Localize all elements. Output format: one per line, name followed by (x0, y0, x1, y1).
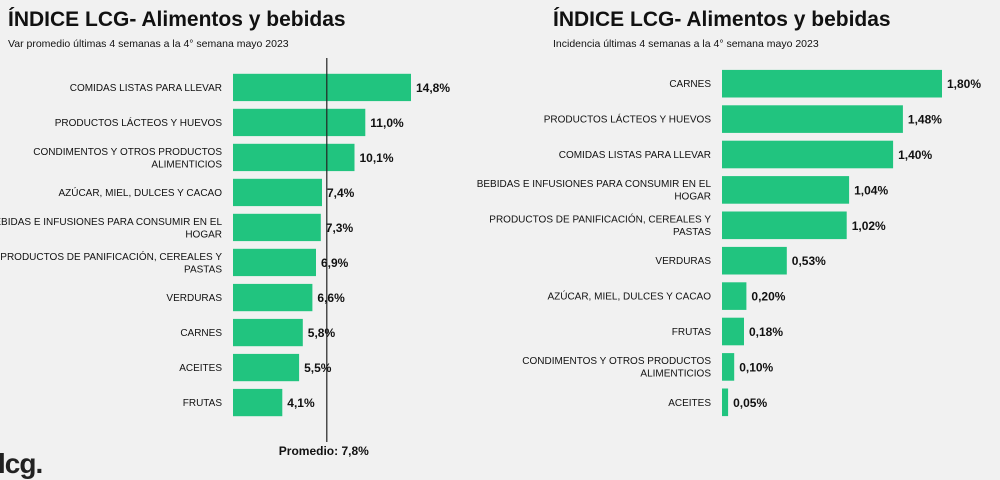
bar-2 (722, 105, 903, 133)
right-chart-title: ÍNDICE LCG- Alimentos y bebidas (553, 8, 891, 31)
bar-10 (722, 388, 729, 417)
bar-4 (233, 178, 322, 207)
category-label-4: AZÚCAR, MIEL, DULCES Y CACAO (58, 186, 222, 199)
left-chart-title: ÍNDICE LCG- Alimentos y bebidas (8, 8, 346, 31)
bar-7 (722, 282, 747, 310)
category-label-6: PRODUCTOS DE PANIFICACIÓN, CEREALES Y PAS… (0, 250, 222, 276)
category-label-8: FRUTAS (672, 327, 712, 338)
value-label-2: 1,48% (908, 113, 942, 127)
bar-10 (233, 388, 283, 417)
category-label-10: ACEITES (668, 398, 711, 409)
right-chart-subtitle: Incidencia últimas 4 semanas a la 4° sem… (553, 38, 819, 50)
bar-8 (233, 318, 303, 347)
value-label-4: 1,04% (854, 183, 888, 197)
bar-5 (233, 213, 321, 242)
category-label-1: COMIDAS LISTAS PARA LLEVAR (70, 83, 222, 94)
value-label-3: 1,40% (898, 148, 932, 162)
category-label-10: FRUTAS (183, 398, 223, 409)
right-bar-chart: CARNES 1,80% PRODUCTOS LÁCTEOS Y HUEVOS 1,4… (477, 69, 981, 417)
bar-3 (722, 140, 894, 169)
bar-5 (722, 211, 847, 240)
bar-3 (233, 143, 355, 172)
value-label-10: 0,05% (733, 396, 767, 410)
value-label-2: 11,0% (370, 116, 404, 130)
bar-4 (722, 176, 850, 204)
category-label-9: CONDIMENTOS Y OTROS PRODUCTOS ALIMENTICIO… (522, 356, 711, 380)
lcg-logo: lcg. (0, 448, 43, 479)
category-label-2: PRODUCTOS LÁCTEOS Y HUEVOS (55, 116, 223, 129)
category-label-8: CARNES (180, 328, 222, 339)
value-label-5: 1,02% (852, 219, 886, 233)
value-label-6: 6,9% (321, 256, 349, 270)
category-label-5: PRODUCTOS DE PANIFICACIÓN, CEREALES Y PAS… (489, 213, 711, 239)
bar-9 (722, 353, 735, 381)
left-chart-panel: ÍNDICE LCG- Alimentos y bebidas Var prom… (0, 0, 480, 479)
category-label-4: BEBIDAS E INFUSIONES PARA CONSUMIR EN EL… (477, 179, 712, 203)
category-label-5: BEBIDAS E INFUSIONES PARA CONSUMIR EN EL… (0, 217, 222, 241)
category-label-7: AZÚCAR, MIEL, DULCES Y CACAO (547, 290, 711, 303)
category-label-3: COMIDAS LISTAS PARA LLEVAR (559, 150, 711, 161)
left-bar-chart: COMIDAS LISTAS PARA LLEVAR 14,8% PRODUCTOS… (0, 58, 450, 458)
value-label-7: 6,6% (317, 291, 345, 305)
value-label-6: 0,53% (792, 254, 826, 268)
value-label-1: 14,8% (416, 81, 450, 95)
category-label-7: VERDURAS (166, 293, 222, 304)
value-label-5: 7,3% (326, 221, 354, 235)
right-chart-panel: ÍNDICE LCG- Alimentos y bebidas Incidenc… (477, 0, 1000, 479)
bar-2 (233, 108, 366, 137)
average-label: Promedio: 7,8% (279, 444, 369, 458)
value-label-7: 0,20% (751, 290, 785, 304)
value-label-1: 1,80% (947, 77, 981, 91)
value-label-9: 0,10% (739, 360, 773, 374)
value-label-4: 7,4% (327, 186, 355, 200)
left-chart-subtitle: Var promedio últimas 4 semanas a la 4° s… (8, 38, 289, 50)
value-label-8: 5,8% (308, 326, 336, 340)
category-label-1: CARNES (669, 79, 711, 90)
category-label-6: VERDURAS (655, 256, 711, 267)
bar-7 (233, 283, 313, 312)
bar-6 (722, 246, 787, 275)
value-label-8: 0,18% (749, 325, 783, 339)
bar-1 (233, 73, 411, 102)
category-label-3: CONDIMENTOS Y OTROS PRODUCTOS ALIMENTICIO… (33, 147, 222, 171)
category-label-2: PRODUCTOS LÁCTEOS Y HUEVOS (544, 113, 712, 126)
bar-1 (722, 69, 942, 98)
value-label-10: 4,1% (287, 396, 315, 410)
bar-8 (722, 317, 744, 346)
value-label-3: 10,1% (360, 151, 394, 165)
bar-9 (233, 353, 300, 382)
category-label-9: ACEITES (179, 363, 222, 374)
value-label-9: 5,5% (304, 361, 332, 375)
bar-6 (233, 248, 316, 277)
